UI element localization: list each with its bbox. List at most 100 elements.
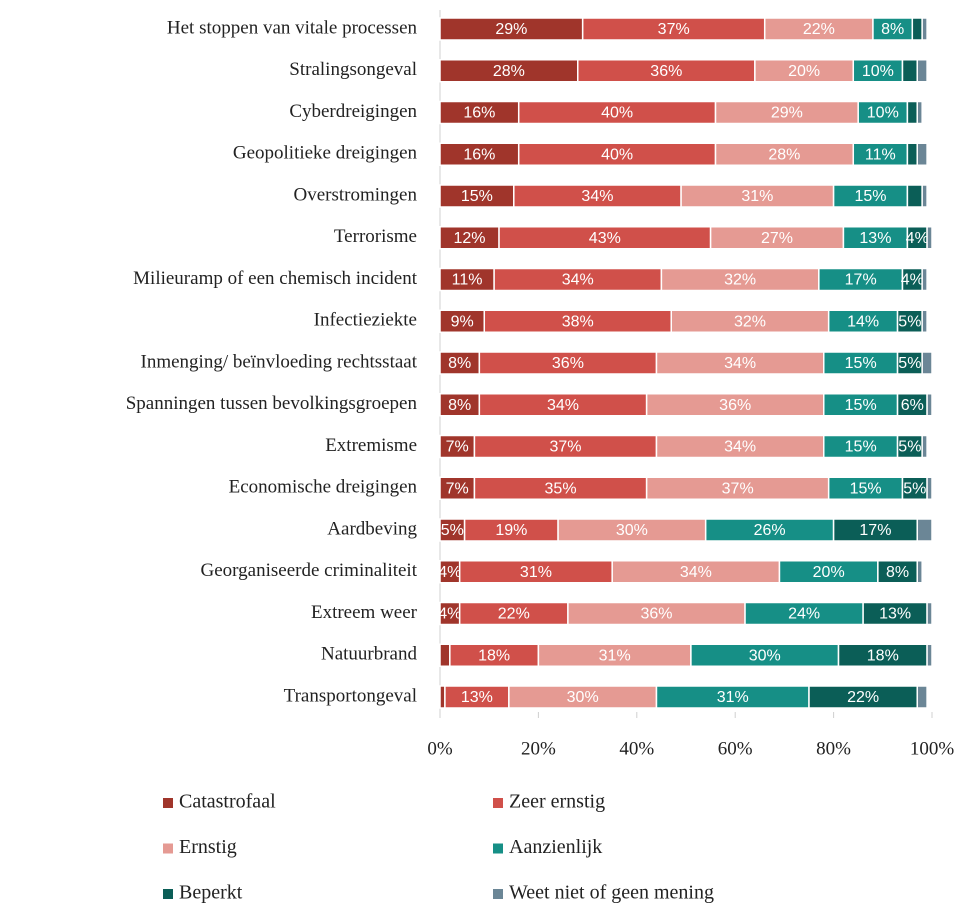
value-label: 15% [461,188,493,205]
legend-label: Ernstig [179,836,237,858]
category-label: Infectieziekte [314,310,417,331]
category-label: Georganiseerde criminaliteit [201,560,418,581]
value-label: 7% [446,480,469,497]
value-label: 5% [898,439,921,456]
value-label: 4% [901,272,924,289]
bar-segment [916,100,923,125]
x-tick-label: 100% [910,738,955,759]
bar-segment [921,17,928,41]
bar-segment [916,685,928,709]
value-label: 24% [788,606,820,623]
value-label: 34% [724,439,756,456]
value-label: 29% [495,21,527,38]
value-label: 4% [438,606,461,623]
value-label: 20% [813,564,845,581]
value-label: 7% [446,439,469,456]
value-label: 37% [549,439,581,456]
value-label: 37% [658,21,690,38]
value-label: 19% [495,522,527,539]
value-label: 28% [768,146,800,163]
value-label: 5% [441,522,464,539]
value-label: 34% [547,397,579,414]
x-tick-label: 60% [718,738,753,759]
bar-segment [921,184,928,208]
category-label: Natuurbrand [321,644,418,665]
value-label: 18% [867,647,899,664]
bar-segment [926,226,933,250]
legend-swatch [493,843,503,854]
value-label: 8% [881,21,904,38]
value-label: 34% [562,272,594,289]
bar-segment [439,643,451,667]
legend-swatch [163,843,173,854]
value-label: 40% [601,146,633,163]
value-label: 30% [567,689,599,706]
bar-segment [901,59,918,83]
value-label: 22% [803,21,835,38]
value-label: 28% [493,63,525,80]
value-label: 34% [724,355,756,372]
category-label: Cyberdreigingen [289,101,417,122]
value-label: 16% [463,146,495,163]
legend-swatch [163,798,173,808]
category-label: Stralingsongeval [289,59,417,80]
value-label: 22% [498,606,530,623]
value-label: 8% [448,355,471,372]
value-label: 8% [886,564,909,581]
category-label: Transportongeval [284,685,417,706]
value-label: 16% [463,105,495,122]
value-label: 22% [847,689,879,706]
bar-segment [916,518,933,542]
value-label: 27% [761,230,793,247]
value-label: 30% [616,522,648,539]
x-tick-label: 20% [521,738,556,759]
category-label: Terrorisme [334,226,417,247]
value-label: 13% [879,606,911,623]
category-label: Economische dreigingen [229,477,418,498]
bar-segment [906,184,923,208]
value-label: 31% [520,564,552,581]
bar-segment [926,393,933,417]
value-label: 15% [854,188,886,205]
value-label: 32% [724,272,756,289]
category-label: Geopolitieke dreigingen [233,143,418,164]
value-label: 17% [845,272,877,289]
value-label: 38% [562,313,594,330]
value-label: 31% [717,689,749,706]
value-label: 11% [865,146,896,163]
value-label: 17% [859,522,891,539]
value-label: 10% [867,105,899,122]
value-label: 31% [741,188,773,205]
category-label: Spanningen tussen bevolkingsgroepen [126,393,418,414]
value-label: 4% [906,230,929,247]
value-label: 15% [845,439,877,456]
value-label: 13% [859,230,891,247]
value-label: 34% [581,188,613,205]
value-label: 31% [599,647,631,664]
value-label: 37% [722,480,754,497]
value-label: 11% [452,272,483,289]
category-label: Extreem weer [311,602,418,623]
value-label: 18% [478,647,510,664]
bar-segment [906,142,918,166]
value-label: 15% [845,397,877,414]
legend-label: Zeer ernstig [509,791,605,813]
value-label: 10% [862,63,894,80]
category-label: Milieuramp of een chemisch incident [133,268,418,289]
value-label: 5% [898,355,921,372]
value-label: 9% [451,313,474,330]
bar-segment [921,267,928,292]
value-label: 43% [589,230,621,247]
legend-label: Catastrofaal [179,791,276,813]
value-label: 36% [640,606,672,623]
value-label: 6% [901,397,924,414]
value-label: 36% [650,63,682,80]
bar-segment [916,142,928,166]
value-label: 34% [680,564,712,581]
bar-segment [926,476,933,500]
bar-segment [926,643,933,667]
category-label: Inmenging/ beïnvloeding rechtsstaat [141,351,418,372]
value-label: 4% [438,564,461,581]
value-label: 15% [845,355,877,372]
